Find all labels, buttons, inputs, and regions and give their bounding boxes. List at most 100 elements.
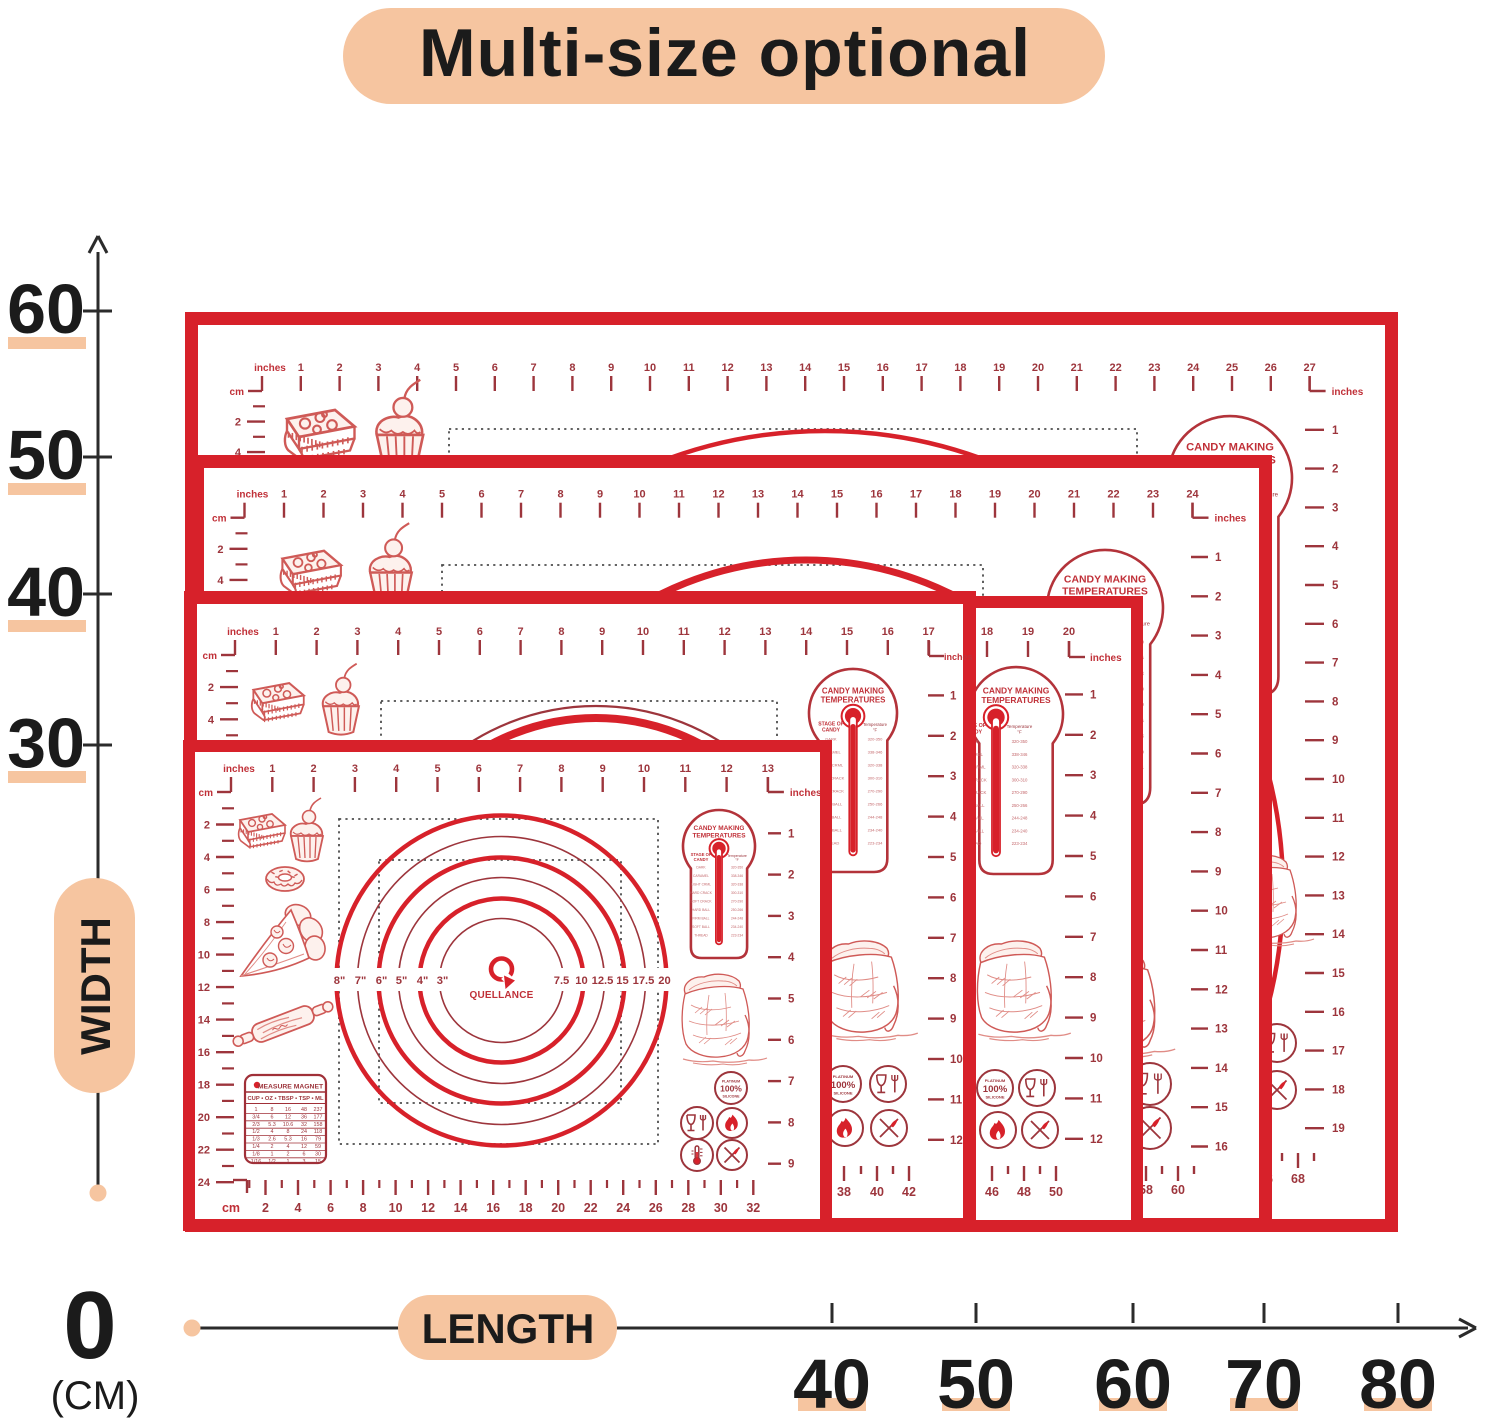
svg-text:32: 32 bbox=[746, 1201, 760, 1215]
svg-text:9: 9 bbox=[599, 626, 605, 638]
svg-text:40: 40 bbox=[793, 1345, 871, 1423]
svg-text:10: 10 bbox=[575, 975, 587, 987]
svg-text:PLATINUM: PLATINUM bbox=[833, 1074, 854, 1079]
svg-text:HARD BALL: HARD BALL bbox=[692, 908, 710, 912]
svg-text:14: 14 bbox=[1215, 1063, 1228, 1075]
svg-text:42: 42 bbox=[902, 1185, 916, 1199]
svg-text:2: 2 bbox=[320, 489, 326, 501]
svg-text:6: 6 bbox=[477, 626, 483, 638]
svg-text:18: 18 bbox=[519, 1201, 533, 1215]
svg-text:8: 8 bbox=[788, 1117, 795, 1129]
svg-text:17: 17 bbox=[1332, 1046, 1345, 1058]
svg-text:3: 3 bbox=[352, 763, 358, 775]
svg-text:5: 5 bbox=[1215, 709, 1222, 721]
svg-text:4: 4 bbox=[399, 489, 406, 501]
svg-text:3: 3 bbox=[788, 911, 794, 923]
svg-text:13: 13 bbox=[762, 763, 774, 775]
svg-text:30: 30 bbox=[714, 1201, 728, 1215]
svg-text:46: 46 bbox=[985, 1185, 999, 1199]
svg-text:40: 40 bbox=[7, 553, 85, 631]
svg-text:2: 2 bbox=[788, 870, 794, 882]
svg-text:320-350: 320-350 bbox=[1012, 739, 1028, 744]
svg-text:12: 12 bbox=[421, 1201, 435, 1215]
svg-text:(CM): (CM) bbox=[51, 1374, 140, 1418]
svg-text:11: 11 bbox=[1090, 1093, 1103, 1105]
svg-text:2: 2 bbox=[1090, 730, 1096, 742]
svg-text:234-240: 234-240 bbox=[1012, 828, 1028, 833]
svg-text:7: 7 bbox=[788, 1076, 794, 1088]
svg-text:WIDTH: WIDTH bbox=[72, 917, 119, 1055]
svg-text:SOFT CRACK: SOFT CRACK bbox=[690, 900, 712, 904]
svg-text:300-310: 300-310 bbox=[731, 891, 743, 895]
svg-text:19: 19 bbox=[989, 489, 1001, 501]
svg-text:3: 3 bbox=[354, 626, 360, 638]
svg-text:°F: °F bbox=[873, 727, 878, 732]
svg-text:300-310: 300-310 bbox=[868, 775, 884, 780]
svg-text:15: 15 bbox=[838, 362, 850, 374]
svg-text:3: 3 bbox=[303, 1159, 306, 1165]
svg-text:2: 2 bbox=[262, 1201, 269, 1215]
svg-text:12: 12 bbox=[718, 626, 730, 638]
svg-text:1/4: 1/4 bbox=[252, 1144, 260, 1150]
svg-text:17: 17 bbox=[922, 626, 934, 638]
svg-text:10: 10 bbox=[644, 362, 656, 374]
svg-text:5: 5 bbox=[436, 626, 442, 638]
svg-text:SILICONE: SILICONE bbox=[723, 1095, 741, 1099]
svg-text:2: 2 bbox=[217, 544, 223, 556]
svg-text:3: 3 bbox=[1215, 631, 1221, 643]
svg-text:11: 11 bbox=[1215, 945, 1228, 957]
svg-text:CARAMEL: CARAMEL bbox=[962, 752, 983, 757]
svg-text:7: 7 bbox=[518, 626, 524, 638]
svg-text:CARAMEL: CARAMEL bbox=[693, 874, 709, 878]
svg-text:270-290: 270-290 bbox=[1012, 790, 1028, 795]
svg-text:inches: inches bbox=[227, 627, 259, 638]
svg-text:3: 3 bbox=[1090, 770, 1096, 782]
svg-text:inches: inches bbox=[944, 652, 973, 662]
svg-text:320-350: 320-350 bbox=[868, 736, 884, 741]
svg-text:11: 11 bbox=[1332, 813, 1345, 825]
svg-text:15: 15 bbox=[616, 975, 628, 987]
svg-text:2/3: 2/3 bbox=[252, 1122, 260, 1128]
svg-text:HARD CRACK: HARD CRACK bbox=[958, 777, 987, 782]
svg-text:8": 8" bbox=[334, 975, 346, 987]
svg-text:6: 6 bbox=[1332, 619, 1338, 631]
svg-text:8: 8 bbox=[950, 973, 957, 985]
svg-text:15: 15 bbox=[1332, 968, 1345, 980]
svg-text:4: 4 bbox=[414, 362, 421, 374]
svg-text:1: 1 bbox=[298, 362, 304, 374]
svg-text:15: 15 bbox=[315, 1159, 321, 1165]
svg-text:SOFT BALL: SOFT BALL bbox=[692, 925, 710, 929]
svg-text:MEASURE MAGNET: MEASURE MAGNET bbox=[258, 1084, 324, 1091]
svg-text:TEMPERATURES: TEMPERATURES bbox=[981, 695, 1051, 705]
svg-text:8: 8 bbox=[287, 1129, 290, 1135]
svg-text:38: 38 bbox=[837, 1185, 851, 1199]
svg-text:CUP • OZ • TBSP • TSP • ML: CUP • OZ • TBSP • TSP • ML bbox=[247, 1096, 324, 1102]
svg-text:12.5: 12.5 bbox=[592, 975, 614, 987]
svg-text:320-338: 320-338 bbox=[868, 762, 884, 767]
svg-text:10: 10 bbox=[389, 1201, 403, 1215]
svg-text:CANDY MAKING: CANDY MAKING bbox=[983, 685, 1050, 695]
svg-text:6: 6 bbox=[788, 1035, 794, 1047]
svg-text:°F: °F bbox=[1017, 730, 1022, 735]
svg-text:20: 20 bbox=[551, 1201, 565, 1215]
svg-text:21: 21 bbox=[1071, 362, 1083, 374]
svg-text:338-346: 338-346 bbox=[731, 874, 743, 878]
svg-text:8: 8 bbox=[1332, 696, 1339, 708]
svg-text:16: 16 bbox=[285, 1107, 291, 1113]
svg-text:Temperature: Temperature bbox=[863, 722, 888, 727]
svg-text:320-350: 320-350 bbox=[731, 865, 743, 869]
svg-text:24: 24 bbox=[616, 1201, 630, 1215]
svg-text:4: 4 bbox=[1215, 670, 1222, 682]
svg-text:9: 9 bbox=[950, 1014, 956, 1026]
svg-text:16: 16 bbox=[877, 362, 889, 374]
svg-text:8: 8 bbox=[204, 917, 210, 929]
svg-text:CANDY: CANDY bbox=[963, 730, 983, 736]
svg-text:1: 1 bbox=[287, 1159, 290, 1165]
svg-text:°F: °F bbox=[735, 858, 739, 862]
svg-text:60: 60 bbox=[7, 270, 85, 348]
svg-text:32: 32 bbox=[301, 1122, 307, 1128]
svg-text:9: 9 bbox=[608, 362, 614, 374]
svg-text:100%: 100% bbox=[720, 1084, 742, 1094]
svg-text:13: 13 bbox=[1332, 890, 1345, 902]
svg-text:2.6: 2.6 bbox=[268, 1137, 276, 1143]
